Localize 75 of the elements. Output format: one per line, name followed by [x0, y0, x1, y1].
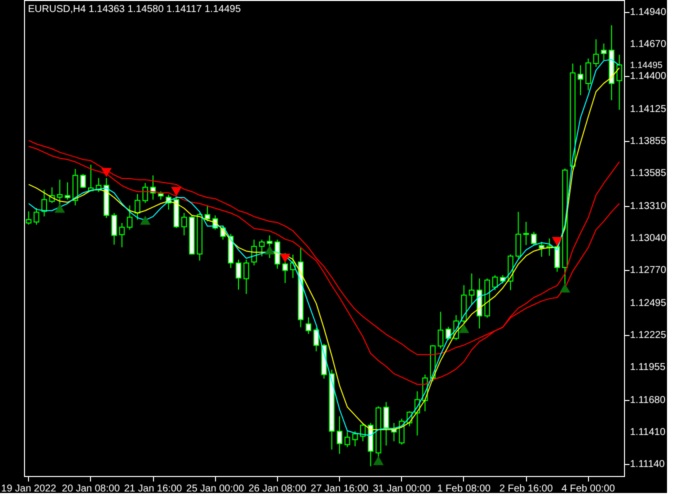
x-tick-label: 21 Jan 16:00 — [124, 484, 182, 494]
y-tick-label: 1.14670 — [630, 39, 667, 50]
candlestick — [468, 272, 474, 306]
point — [458, 324, 470, 333]
y-tick-label: 1.13585 — [630, 168, 667, 180]
candlestick — [616, 54, 622, 110]
x-tick-label: 25 Jan 00:00 — [186, 484, 245, 494]
candlestick — [119, 222, 125, 248]
candlestick — [111, 212, 117, 246]
candlestick — [438, 311, 444, 349]
candlestick — [282, 252, 288, 284]
candlestick — [336, 416, 342, 454]
point — [140, 216, 150, 225]
candlestick — [578, 64, 584, 96]
text: 1.14495 — [630, 60, 663, 70]
candlestick — [531, 231, 537, 246]
point — [560, 283, 570, 293]
chart-title: EURUSD,H4 1.14363 1.14580 1.14117 1.14495 — [28, 4, 242, 15]
y-tick-label: 1.11680 — [630, 394, 666, 406]
y-tick-label: 1.11410 — [630, 426, 666, 438]
y-tick-label: 1.14400 — [630, 71, 667, 82]
candlestick — [352, 430, 358, 447]
candlestick — [515, 211, 522, 259]
x-tick-label: 27 Jan 16:00 — [310, 484, 369, 494]
x-tick-label: 26 Jan 08:00 — [248, 484, 307, 494]
candlestick — [585, 58, 592, 91]
candlestick — [313, 327, 320, 352]
candlestick — [41, 189, 48, 217]
x-tick-label: 31 Jan 00:00 — [372, 484, 432, 494]
point — [171, 187, 182, 196]
candlestick — [446, 326, 452, 341]
candlestick — [600, 43, 607, 61]
candlestick — [258, 239, 265, 257]
y-tick-label: 1.13040 — [630, 233, 667, 244]
candlestick — [64, 182, 70, 200]
y-tick-label: 1.12770 — [630, 265, 667, 276]
candlestick — [538, 241, 544, 258]
candlestick — [126, 204, 133, 230]
x-tick-label: 1 Feb 08:00 — [437, 484, 492, 494]
candlestick — [80, 173, 86, 189]
point — [552, 237, 562, 246]
y-tick-label: 1.11140 — [630, 459, 666, 470]
candlestick — [236, 259, 242, 290]
x-tick-label: 2 Feb 16:00 — [499, 484, 554, 494]
point — [101, 168, 112, 178]
candlestick — [344, 430, 350, 448]
y-tick-label: 1.11955 — [630, 362, 666, 374]
point — [54, 204, 65, 213]
y-tick-label: 1.14940 — [630, 6, 667, 18]
x-tick-label: 19 Jan 2022 — [1, 484, 57, 494]
y-tick-label: 1.14125 — [630, 104, 667, 115]
y-tick-label: 1.12495 — [630, 298, 667, 309]
point — [280, 254, 290, 263]
candlestick — [26, 210, 32, 226]
candlestick — [243, 259, 250, 294]
y-tick-label: 1.13310 — [630, 200, 667, 212]
candlestick — [266, 234, 272, 258]
candlestick — [204, 204, 210, 222]
y-tick-label: 1.13855 — [630, 136, 667, 148]
x-tick-label: 4 Feb 00:00 — [562, 484, 616, 494]
point — [264, 245, 275, 254]
candlestick — [251, 239, 257, 266]
candlestick — [274, 239, 280, 270]
candlestick — [56, 179, 63, 207]
candlestick — [523, 221, 529, 246]
candlestick — [34, 208, 40, 226]
candlestick — [383, 401, 390, 446]
x-tick-label: 20 Jan 08:00 — [62, 484, 120, 494]
y-tick-label: 1.12225 — [630, 330, 667, 341]
candlestick — [306, 316, 312, 334]
candlestick — [134, 193, 140, 220]
candlestick — [492, 274, 498, 291]
candlestick — [593, 38, 599, 68]
point — [373, 456, 384, 466]
candlestick — [181, 212, 187, 236]
